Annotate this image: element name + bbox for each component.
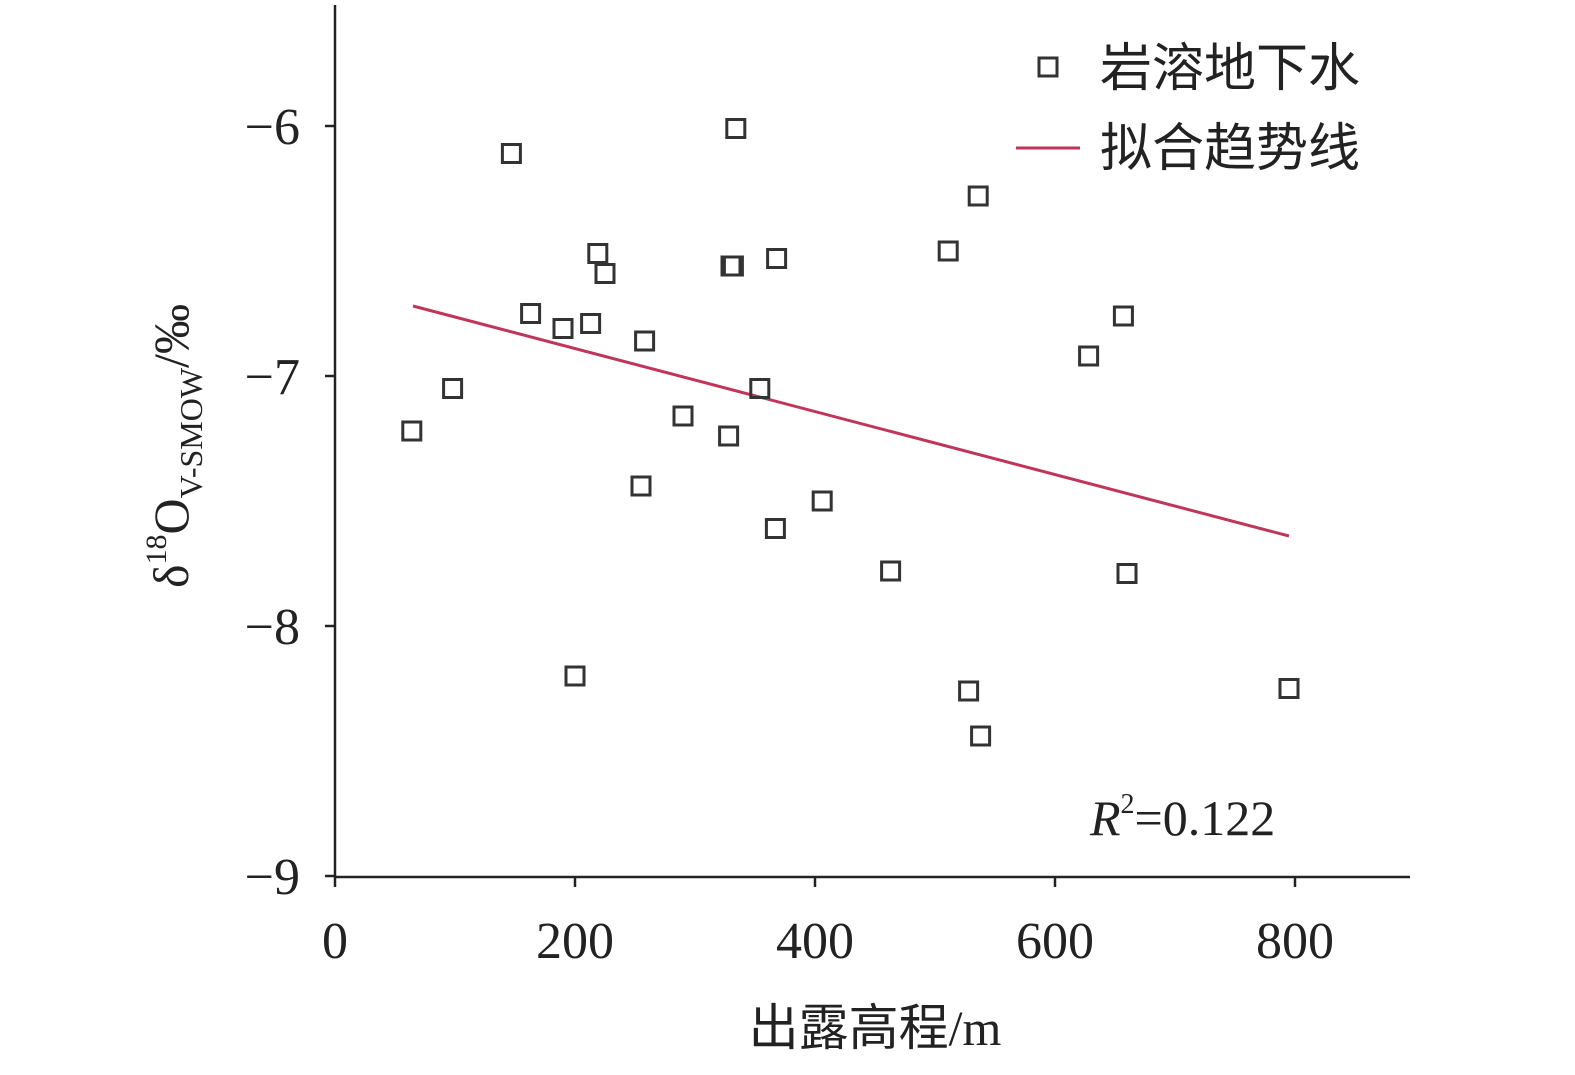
legend-label-trendline: 拟合趋势线 bbox=[1100, 121, 1360, 178]
y-tick-label: −7 bbox=[245, 349, 300, 406]
data-point bbox=[634, 330, 656, 352]
data-point bbox=[580, 313, 602, 334]
data-point bbox=[722, 255, 744, 277]
data-point bbox=[630, 475, 652, 497]
y-axis-title-element: O bbox=[143, 498, 199, 534]
r-squared-value: =0.122 bbox=[1135, 790, 1276, 846]
data-point bbox=[442, 378, 464, 399]
x-tick-label: 400 bbox=[776, 913, 854, 970]
data-point bbox=[520, 303, 542, 324]
data-point bbox=[500, 143, 522, 164]
x-axis-title: 出露高程/m bbox=[749, 1000, 1002, 1056]
legend-marker-karst-groundwater bbox=[1037, 56, 1059, 78]
data-point bbox=[672, 405, 694, 427]
data-point bbox=[725, 118, 747, 139]
data-point bbox=[880, 560, 902, 582]
data-point bbox=[1116, 563, 1138, 584]
data-point bbox=[401, 420, 423, 442]
x-tick-label: 0 bbox=[322, 913, 348, 970]
y-ticks: −6 −7 −8 −9 bbox=[245, 99, 335, 906]
data-point bbox=[1112, 305, 1134, 327]
data-point bbox=[811, 490, 833, 512]
x-ticks: 0 200 400 600 800 bbox=[322, 877, 1334, 970]
y-tick-label: −6 bbox=[245, 99, 300, 156]
data-point bbox=[718, 425, 740, 447]
y-axis-title: δ18OV-SMOW/‰ bbox=[140, 304, 209, 588]
data-point bbox=[766, 248, 788, 269]
legend: 岩溶地下水 拟合趋势线 bbox=[1016, 41, 1360, 178]
axes: 0 200 400 600 800 −6 −7 −8 −9 bbox=[245, 5, 1410, 970]
data-point bbox=[967, 185, 989, 207]
trendline-layer bbox=[412, 304, 1290, 538]
legend-label-karst-groundwater: 岩溶地下水 bbox=[1100, 41, 1360, 98]
points-layer bbox=[401, 118, 1300, 747]
y-tick-label: −8 bbox=[245, 599, 300, 656]
data-point bbox=[937, 240, 959, 262]
data-point bbox=[587, 243, 609, 264]
data-point bbox=[1078, 345, 1100, 367]
y-tick-label: −9 bbox=[245, 849, 300, 906]
y-axis-title-sup: 18 bbox=[140, 534, 173, 564]
data-point bbox=[749, 378, 771, 399]
y-axis-title-unit: /‰ bbox=[143, 304, 199, 368]
r-squared-sup: 2 bbox=[1121, 789, 1135, 820]
data-point bbox=[594, 263, 616, 284]
data-point bbox=[552, 318, 574, 339]
x-tick-label: 800 bbox=[1256, 913, 1334, 970]
data-point bbox=[764, 518, 786, 539]
data-point bbox=[1278, 678, 1300, 699]
r-squared-r: R bbox=[1089, 790, 1121, 846]
r-squared-annotation: R2=0.122 bbox=[1089, 789, 1275, 846]
trendline bbox=[412, 304, 1290, 538]
data-point bbox=[970, 725, 992, 747]
x-tick-label: 200 bbox=[536, 913, 614, 970]
y-axis-title-delta: δ bbox=[143, 564, 199, 588]
x-tick-label: 600 bbox=[1016, 913, 1094, 970]
y-axis-title-sub: V-SMOW bbox=[173, 367, 209, 498]
data-point bbox=[564, 665, 586, 687]
data-point bbox=[958, 680, 980, 702]
